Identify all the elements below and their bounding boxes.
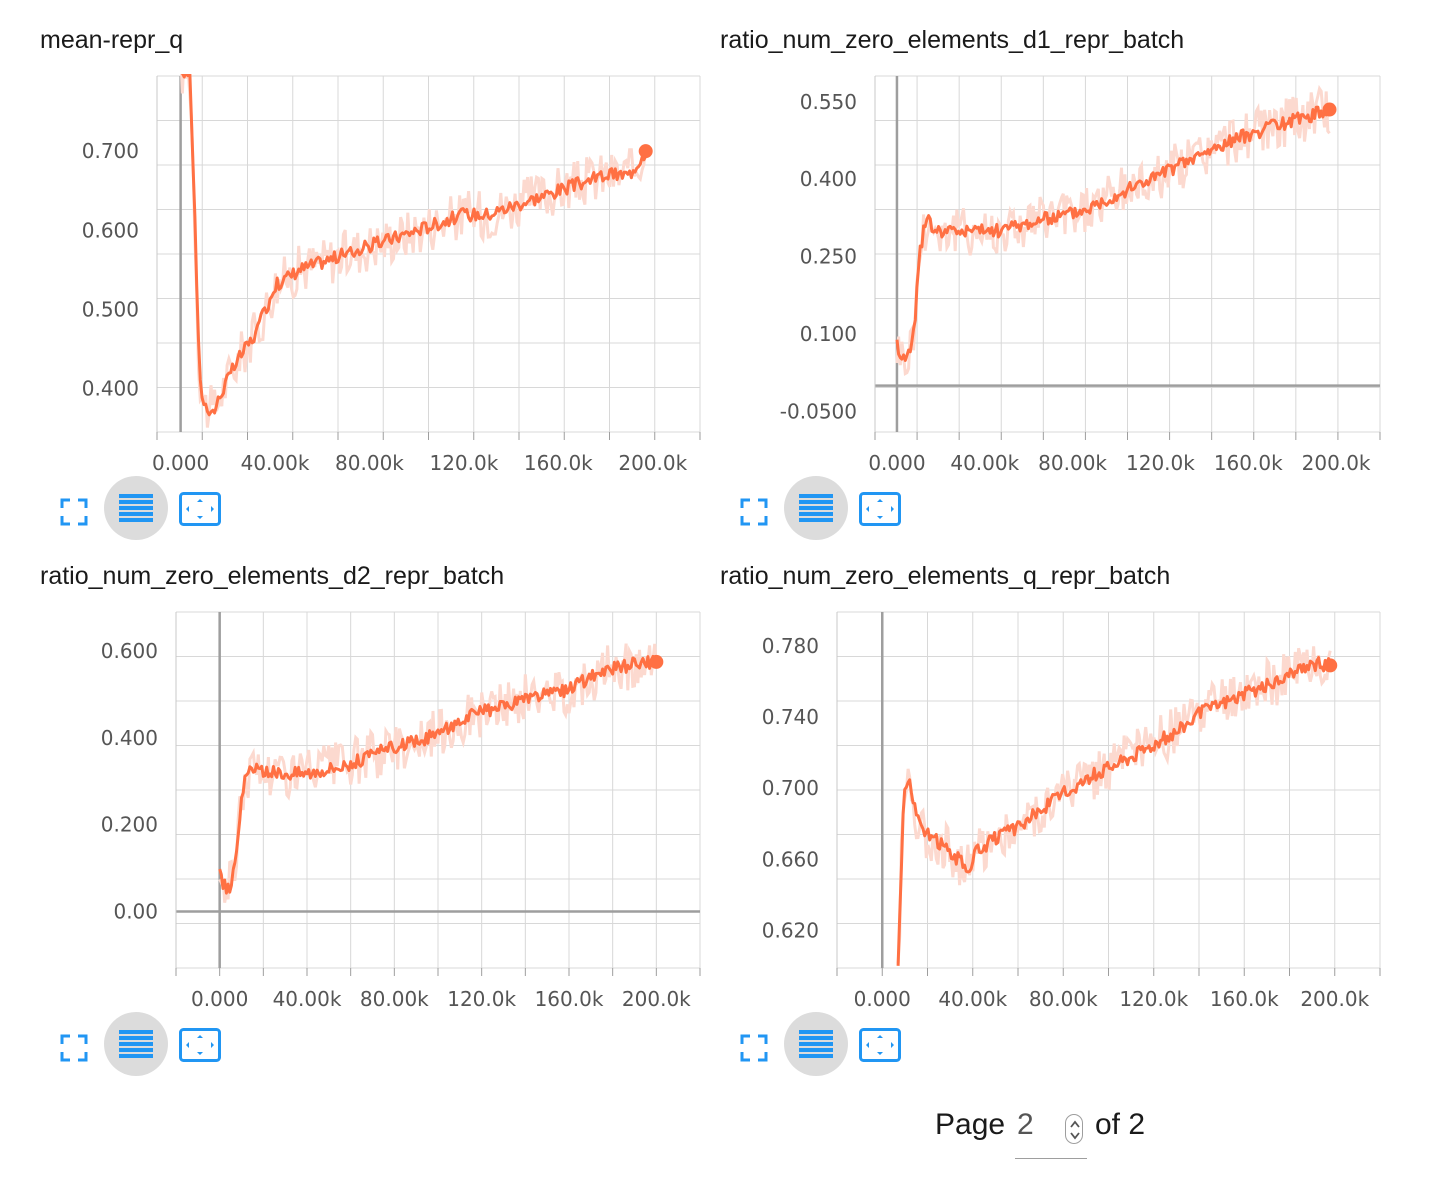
fit-domain-icon bbox=[859, 492, 901, 526]
page-spinner[interactable] bbox=[1065, 1114, 1083, 1144]
fit-domain-icon bbox=[859, 1028, 901, 1062]
list-icon bbox=[799, 1030, 833, 1058]
x-tick-label: 200.0k bbox=[618, 451, 687, 475]
page-label: Page bbox=[935, 1108, 1006, 1141]
series-end-point bbox=[638, 144, 653, 159]
chart-card: ratio_num_zero_elements_d2_repr_batch 0.… bbox=[0, 536, 720, 1076]
chart-title: ratio_num_zero_elements_q_repr_batch bbox=[720, 562, 1171, 590]
x-tick-label: 80.00k bbox=[335, 451, 404, 475]
page-number-input[interactable]: 2 bbox=[1015, 1108, 1087, 1159]
fullscreen-button[interactable] bbox=[736, 1030, 772, 1066]
y-tick-label: 0.100 bbox=[800, 322, 857, 346]
y-tick-label: 0.600 bbox=[101, 639, 158, 663]
fit-domain-icon bbox=[179, 492, 221, 526]
fullscreen-icon bbox=[740, 498, 768, 526]
chart-title: mean-repr_q bbox=[40, 26, 184, 54]
y-tick-label: 0.400 bbox=[101, 726, 158, 750]
fit-domain-button[interactable] bbox=[858, 1027, 902, 1063]
smoothed-series-line bbox=[895, 105, 1331, 362]
x-tick-label: 0.000 bbox=[152, 451, 209, 475]
list-icon bbox=[799, 494, 833, 522]
list-button[interactable] bbox=[784, 1012, 848, 1076]
y-tick-label: 0.00 bbox=[113, 900, 158, 924]
list-button[interactable] bbox=[104, 476, 168, 540]
smoothed-series-line bbox=[180, 74, 648, 417]
fit-domain-button[interactable] bbox=[858, 491, 902, 527]
x-tick-label: 120.0k bbox=[429, 451, 498, 475]
y-tick-label: 0.620 bbox=[762, 919, 819, 943]
x-tick-label: 0.000 bbox=[868, 451, 925, 475]
y-tick-label: 0.400 bbox=[800, 167, 857, 191]
x-tick-label: 80.00k bbox=[1038, 451, 1107, 475]
x-tick-label: 80.00k bbox=[360, 987, 429, 1011]
x-tick-label: 200.0k bbox=[1300, 987, 1369, 1011]
spinner-arrows-icon bbox=[1070, 1120, 1080, 1140]
list-icon bbox=[119, 494, 153, 522]
fullscreen-icon bbox=[740, 1034, 768, 1062]
fit-domain-icon bbox=[179, 1028, 221, 1062]
x-tick-label: 200.0k bbox=[622, 987, 691, 1011]
x-tick-label: 120.0k bbox=[1119, 987, 1188, 1011]
fullscreen-button[interactable] bbox=[56, 1030, 92, 1066]
x-tick-label: 160.0k bbox=[1214, 451, 1283, 475]
raw-series-line bbox=[180, 74, 648, 428]
chart-card: mean-repr_q 0.000 40.00k 80.00k 120.0k 160.0… bbox=[0, 0, 720, 540]
list-icon bbox=[119, 1030, 153, 1058]
x-tick-label: 120.0k bbox=[1126, 451, 1195, 475]
raw-series-line bbox=[895, 84, 1331, 377]
x-tick-label: 160.0k bbox=[1210, 987, 1279, 1011]
x-tick-label: 80.00k bbox=[1029, 987, 1098, 1011]
series-end-point bbox=[649, 654, 664, 669]
x-tick-label: 40.00k bbox=[241, 451, 310, 475]
page-number-value: 2 bbox=[1017, 1108, 1034, 1141]
fit-domain-button[interactable] bbox=[178, 1027, 222, 1063]
x-tick-label: 200.0k bbox=[1302, 451, 1371, 475]
y-tick-label: 0.600 bbox=[82, 218, 139, 242]
raw-series-line bbox=[896, 646, 1332, 964]
chart-grid bbox=[156, 75, 701, 433]
chart-plot[interactable]: 0.000 40.00k 80.00k 120.0k 160.0k 200.0k -0.05… bbox=[680, 0, 1440, 540]
fit-domain-button[interactable] bbox=[178, 491, 222, 527]
x-tick-label: 120.0k bbox=[447, 987, 516, 1011]
chart-card: ratio_num_zero_elements_d1_repr_batch 0.… bbox=[680, 0, 1440, 540]
x-tick-label: 160.0k bbox=[535, 987, 604, 1011]
series-end-point bbox=[1323, 658, 1338, 673]
fullscreen-button[interactable] bbox=[736, 494, 772, 530]
chart-title: ratio_num_zero_elements_d2_repr_batch bbox=[40, 562, 505, 590]
chart-plot[interactable]: 0.000 40.00k 80.00k 120.0k 160.0k 200.0k 0.00 0… bbox=[0, 536, 720, 1076]
x-tick-label: 40.00k bbox=[273, 987, 342, 1011]
page-total-label: of 2 bbox=[1095, 1108, 1146, 1141]
smoothed-series-line bbox=[896, 655, 1332, 966]
y-tick-label: 0.200 bbox=[101, 813, 158, 837]
y-tick-label: 0.740 bbox=[762, 705, 819, 729]
y-tick-label: 0.660 bbox=[762, 847, 819, 871]
x-tick-label: 40.00k bbox=[950, 451, 1019, 475]
x-tick-label: 40.00k bbox=[938, 987, 1007, 1011]
y-tick-label: 0.700 bbox=[82, 139, 139, 163]
y-tick-label: 0.780 bbox=[762, 634, 819, 658]
chart-grid bbox=[874, 75, 1381, 433]
chart-card: ratio_num_zero_elements_q_repr_batch 0.0… bbox=[680, 536, 1440, 1076]
chart-title: ratio_num_zero_elements_d1_repr_batch bbox=[720, 26, 1185, 54]
fullscreen-button[interactable] bbox=[56, 494, 92, 530]
y-tick-label: 0.500 bbox=[82, 297, 139, 321]
y-tick-label: 0.700 bbox=[762, 776, 819, 800]
x-tick-label: 0.000 bbox=[854, 987, 911, 1011]
chart-plot[interactable]: 0.000 40.00k 80.00k 120.0k 160.0k 200.0k 0.620… bbox=[680, 536, 1440, 1076]
fullscreen-icon bbox=[60, 1034, 88, 1062]
list-button[interactable] bbox=[784, 476, 848, 540]
series-end-point bbox=[1322, 102, 1337, 117]
x-tick-label: 160.0k bbox=[524, 451, 593, 475]
fullscreen-icon bbox=[60, 498, 88, 526]
smoothed-series-line bbox=[218, 654, 658, 895]
list-button[interactable] bbox=[104, 1012, 168, 1076]
y-tick-label: 0.550 bbox=[800, 90, 857, 114]
x-tick-label: 0.000 bbox=[191, 987, 248, 1011]
y-tick-label: -0.0500 bbox=[780, 399, 857, 423]
y-tick-label: 0.250 bbox=[800, 245, 857, 269]
y-tick-label: 0.400 bbox=[82, 376, 139, 400]
chart-plot[interactable]: 0.000 40.00k 80.00k 120.0k 160.0k 200.0k 0.400… bbox=[0, 0, 720, 540]
